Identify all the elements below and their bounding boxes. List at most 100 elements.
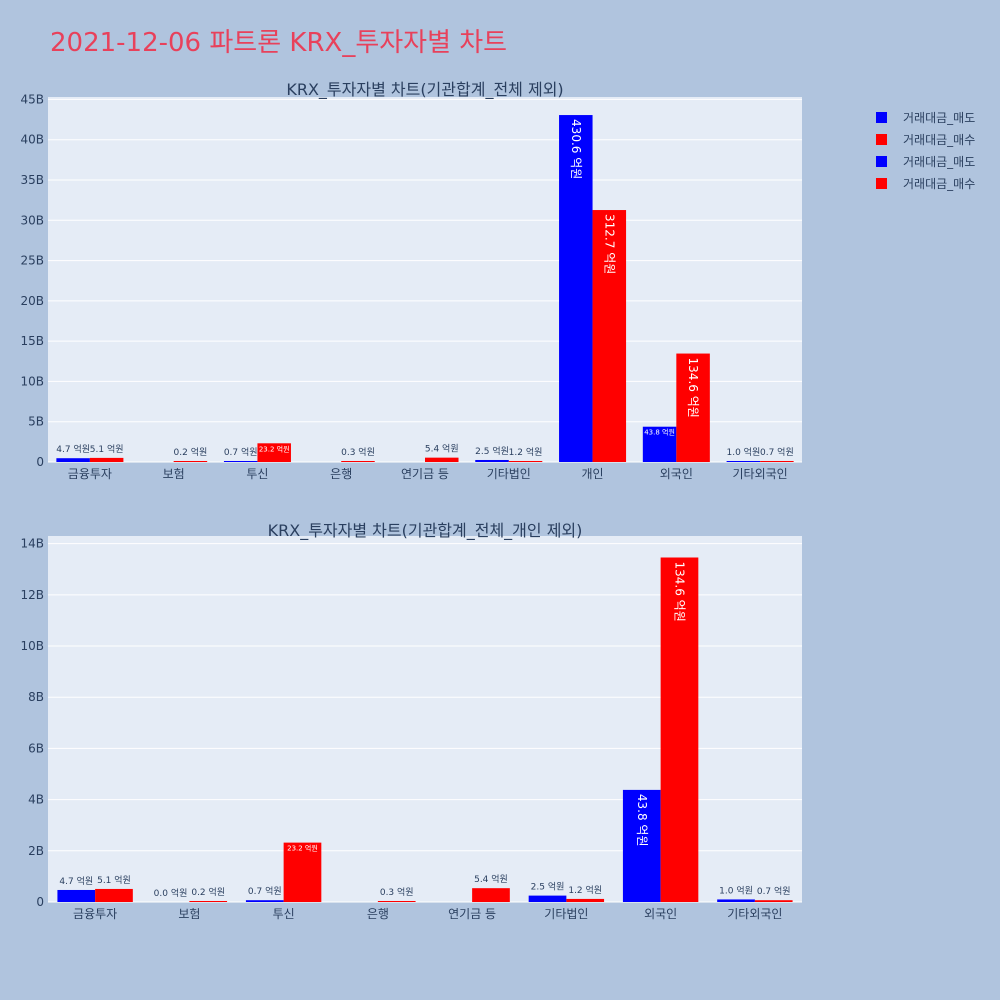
bar-data-label: 5.4 억원 xyxy=(425,443,459,455)
bar xyxy=(528,895,567,902)
bar xyxy=(472,888,510,902)
bar-data-label: 23.2 억원 xyxy=(287,844,318,853)
bar xyxy=(559,115,593,462)
bar xyxy=(223,461,258,462)
legend-item-buy-2[interactable]: 거래대금_매수 xyxy=(876,172,975,194)
bar-data-label: 134.6 억원 xyxy=(672,561,686,621)
legend-label: 거래대금_매도 xyxy=(903,110,976,125)
y-tick-label: 0 xyxy=(36,895,44,909)
bar xyxy=(717,899,755,902)
x-tick-label: 은행 xyxy=(367,906,389,921)
bar-data-label: 0.7 억원 xyxy=(760,446,794,458)
bar-data-label: 23.2 억원 xyxy=(259,444,290,453)
bar-data-label: 2.5 억원 xyxy=(475,445,509,457)
bar-data-label: 5.1 억원 xyxy=(90,443,124,455)
x-tick-label: 기타외국인 xyxy=(727,907,782,921)
page-title: 2021-12-06 파트론 KRX_투자자별 차트 xyxy=(50,28,508,58)
x-tick-label: 연기금 등 xyxy=(401,467,449,481)
bar xyxy=(189,901,228,902)
legend-label: 거래대금_매도 xyxy=(903,154,976,169)
x-tick-label: 기타법인 xyxy=(487,467,531,481)
x-tick-label: 은행 xyxy=(330,466,352,481)
legend-label: 거래대금_매수 xyxy=(903,132,976,147)
bar-data-label: 1.0 억원 xyxy=(726,446,760,458)
legend-swatch xyxy=(876,111,887,123)
y-tick-label: 8B xyxy=(28,690,44,704)
bar xyxy=(377,901,416,902)
bar xyxy=(257,443,291,462)
bar xyxy=(676,353,710,462)
chart-title: KRX_투자자별 차트(기관합계_전체_개인 제외) xyxy=(268,521,583,541)
bar-data-label: 430.6 억원 xyxy=(569,119,583,179)
bar-data-label: 2.5 억원 xyxy=(531,881,565,893)
bar xyxy=(508,461,543,462)
bar xyxy=(726,461,761,462)
bar-data-label: 1.0 억원 xyxy=(719,884,753,896)
x-tick-label: 보험 xyxy=(178,907,200,921)
legend-label: 거래대금_매수 xyxy=(903,176,976,191)
bar xyxy=(95,888,133,902)
bar-data-label: 5.4 억원 xyxy=(474,873,508,885)
bar-data-label: 4.7 억원 xyxy=(56,443,90,455)
y-tick-label: 10B xyxy=(20,639,44,653)
bar-data-label: 43.8 억원 xyxy=(635,794,649,847)
bar xyxy=(566,898,605,902)
y-tick-label: 35B xyxy=(20,173,44,187)
bar-data-label: 0.7 억원 xyxy=(757,885,791,897)
bar xyxy=(760,461,794,462)
y-tick-label: 15B xyxy=(20,334,44,348)
x-tick-label: 금융투자 xyxy=(68,467,112,481)
legend[interactable]: 거래대금_매도 거래대금_매수 거래대금_매도 거래대금_매수 xyxy=(876,106,975,194)
bar-data-label: 5.1 억원 xyxy=(97,874,131,886)
bar-data-label: 0.7 억원 xyxy=(224,446,258,458)
bar xyxy=(642,426,677,462)
bar-data-label: 0.2 억원 xyxy=(191,886,225,898)
y-tick-label: 20B xyxy=(20,294,44,308)
bar-data-label: 0.3 억원 xyxy=(380,886,414,898)
bar-data-label: 1.2 억원 xyxy=(509,446,543,458)
x-tick-label: 기타외국인 xyxy=(733,467,788,481)
bar xyxy=(592,210,627,462)
legend-item-sell-2[interactable]: 거래대금_매도 xyxy=(876,150,975,172)
x-tick-label: 금융투자 xyxy=(73,907,117,921)
bar-data-label: 4.7 억원 xyxy=(59,875,93,887)
y-tick-label: 2B xyxy=(28,844,44,858)
y-tick-label: 12B xyxy=(20,588,44,602)
y-tick-label: 45B xyxy=(20,92,44,106)
bar xyxy=(89,457,124,462)
legend-swatch xyxy=(876,133,887,145)
legend-swatch xyxy=(876,177,887,189)
chart-title: KRX_투자자별 차트(기관합계_전체 제외) xyxy=(286,80,563,100)
bar-data-label: 0.2 억원 xyxy=(174,446,208,458)
y-tick-label: 25B xyxy=(20,254,44,268)
bar-data-label: 312.7 억원 xyxy=(602,214,616,274)
bar-data-label: 0.0 억원 xyxy=(154,887,188,899)
y-tick-label: 5B xyxy=(28,415,44,429)
bar xyxy=(622,789,661,902)
bar xyxy=(341,461,375,462)
bar-data-label: 43.8 억원 xyxy=(644,428,675,437)
bar-data-label: 0.3 억원 xyxy=(341,446,375,458)
bar xyxy=(173,461,208,462)
y-tick-label: 0 xyxy=(36,455,44,469)
y-tick-label: 4B xyxy=(28,793,44,807)
bar-data-label: 1.2 억원 xyxy=(568,884,602,896)
bar xyxy=(56,458,90,462)
x-tick-label: 보험 xyxy=(163,467,185,481)
x-tick-label: 투신 xyxy=(246,467,268,481)
y-tick-label: 14B xyxy=(20,537,44,551)
bar xyxy=(660,557,699,902)
legend-item-buy-1[interactable]: 거래대금_매수 xyxy=(876,128,975,150)
x-tick-label: 개인 xyxy=(582,467,604,481)
bar xyxy=(754,900,793,902)
x-tick-label: 외국인 xyxy=(644,907,677,921)
bar xyxy=(57,889,96,902)
bar xyxy=(425,457,459,462)
legend-swatch xyxy=(876,155,887,167)
y-tick-label: 40B xyxy=(20,133,44,147)
x-tick-label: 외국인 xyxy=(660,467,693,481)
y-tick-label: 6B xyxy=(28,741,44,755)
y-tick-label: 10B xyxy=(20,374,44,388)
legend-item-sell-1[interactable]: 거래대금_매도 xyxy=(876,106,975,128)
